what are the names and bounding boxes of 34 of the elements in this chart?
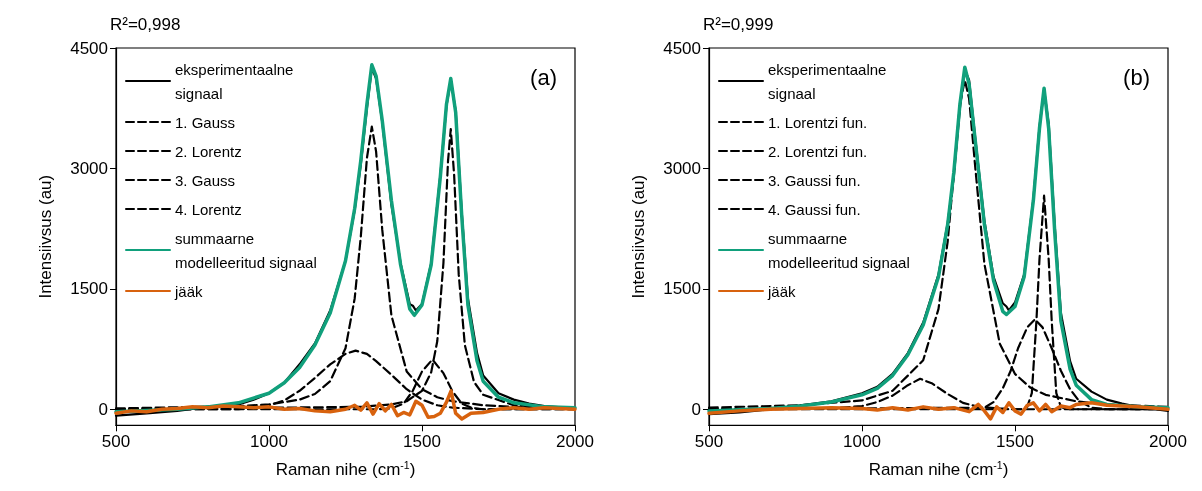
text: R²=0,999 (703, 15, 774, 34)
y-tick-label: 3000 (70, 158, 108, 178)
legend-label: 2. Lorentz (175, 142, 242, 160)
legend-label: jääk (767, 282, 797, 300)
x-tick-label: 500 (694, 432, 724, 452)
y-tick-label: 3000 (663, 158, 701, 178)
legend-label: 2. Lorentzi fun. (768, 142, 868, 160)
x-tick-label: 1000 (843, 432, 881, 452)
y-axis-title: Intensiivsus (au) (629, 174, 648, 299)
legend-label: jääk (174, 282, 204, 300)
y-axis-title: Intensiivsus (au) (36, 174, 55, 299)
legend-label: 3. Gauss (175, 171, 236, 189)
y-tick-label: 1500 (663, 279, 701, 299)
legend-label: eksperimentaalne signaal (175, 60, 298, 102)
legend-label: 1. Gauss (175, 113, 236, 131)
y-tick-label: 1500 (70, 279, 108, 299)
annotation: (a) (530, 64, 557, 90)
y-tick-label: 0 (98, 399, 108, 419)
x-tick-label: 2000 (556, 432, 594, 452)
y-tick-label: 4500 (70, 38, 108, 58)
x-tick-label: 1000 (250, 432, 288, 452)
legend-label: 3. Gaussi fun. (768, 171, 861, 189)
legend-label: 4. Gaussi fun. (768, 200, 861, 218)
x-tick-label: 1500 (403, 432, 441, 452)
annotation: (b) (1123, 64, 1150, 90)
legend-label: 4. Lorentz (175, 200, 242, 218)
y-tick-label: 0 (691, 399, 701, 419)
x-tick-label: 1500 (996, 432, 1034, 452)
text: R²=0,998 (110, 15, 181, 34)
y-tick-label: 4500 (663, 38, 701, 58)
legend-label: 1. Lorentzi fun. (768, 113, 868, 131)
x-tick-label: 2000 (1149, 432, 1187, 452)
legend-label: eksperimentaalne signaal (768, 60, 891, 102)
x-tick-label: 500 (101, 432, 131, 452)
